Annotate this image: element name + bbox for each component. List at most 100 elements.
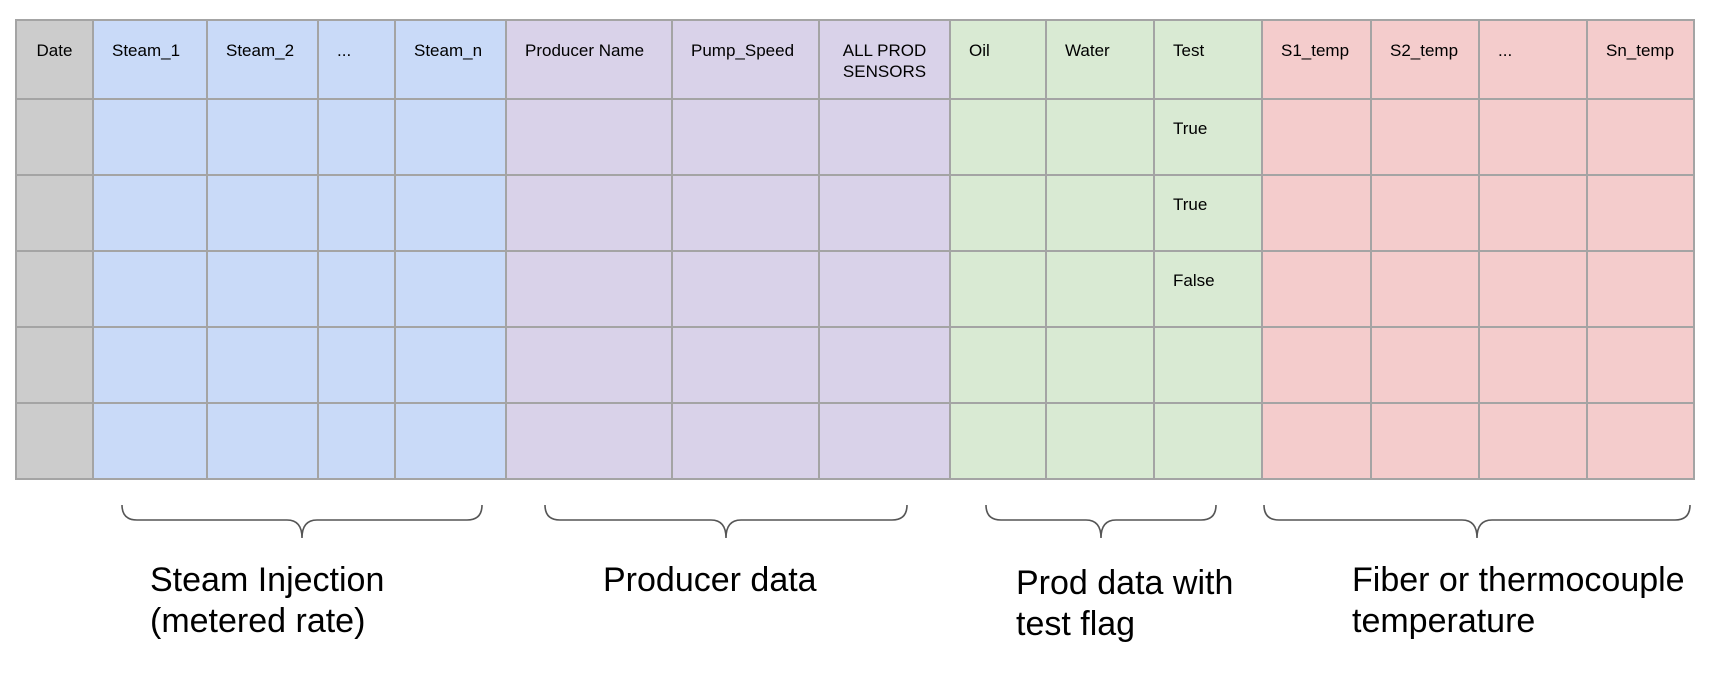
- table-cell: [1478, 174, 1588, 252]
- table-cell: [92, 174, 208, 252]
- table-cell: [15, 402, 94, 480]
- table-cell: [317, 98, 396, 176]
- table-cell: [1586, 98, 1695, 176]
- table-cell: [1261, 326, 1372, 404]
- table-cell: [1045, 402, 1155, 480]
- table-cell: [1370, 98, 1480, 176]
- table-cell: [92, 98, 208, 176]
- header-temp-ellipsis: ...: [1478, 19, 1588, 100]
- table-cell: [505, 174, 673, 252]
- table-cell: [505, 326, 673, 404]
- table-cell: [1478, 98, 1588, 176]
- table-cell: [818, 250, 951, 328]
- brace-temperature: [1263, 504, 1691, 539]
- table-cell: [394, 250, 507, 328]
- header-test: Test: [1153, 19, 1263, 100]
- header-steam-n: Steam_n: [394, 19, 507, 100]
- test-flag-cell: [1153, 402, 1263, 480]
- table-row: False: [15, 250, 1695, 328]
- header-s2-temp: S2_temp: [1370, 19, 1480, 100]
- table-cell: [1586, 326, 1695, 404]
- table-cell: [818, 98, 951, 176]
- table-cell: [1478, 326, 1588, 404]
- table-cell: [15, 98, 94, 176]
- table-cell: [949, 402, 1047, 480]
- header-producer-name: Producer Name: [505, 19, 673, 100]
- header-row: Date Steam_1 Steam_2 ... Steam_n Produce…: [15, 19, 1695, 100]
- table-cell: [949, 326, 1047, 404]
- header-steam-2: Steam_2: [206, 19, 319, 100]
- header-oil: Oil: [949, 19, 1047, 100]
- table-cell: [394, 326, 507, 404]
- table-cell: [206, 402, 319, 480]
- table-cell: [1586, 402, 1695, 480]
- table-cell: [1478, 250, 1588, 328]
- table-cell: [818, 402, 951, 480]
- table-cell: [1045, 174, 1155, 252]
- table-cell: [1261, 98, 1372, 176]
- table-cell: [206, 250, 319, 328]
- table-cell: [671, 402, 820, 480]
- table-cell: [949, 250, 1047, 328]
- group-label-prod-test-flag: Prod data with test flag: [1016, 564, 1234, 643]
- table-cell: [505, 250, 673, 328]
- table-cell: [317, 402, 396, 480]
- table-cell: [1045, 250, 1155, 328]
- table-row: True: [15, 98, 1695, 176]
- table-row: [15, 402, 1695, 480]
- table-cell: [949, 174, 1047, 252]
- header-all-prod-sensors: ALL PROD SENSORS: [818, 19, 951, 100]
- group-label-producer-data: Producer data: [603, 561, 817, 599]
- table-cell: [317, 326, 396, 404]
- table-cell: [394, 402, 507, 480]
- table-body: True True False: [15, 98, 1695, 480]
- test-flag-cell: [1153, 326, 1263, 404]
- table-row: [15, 326, 1695, 404]
- table-cell: [1370, 250, 1480, 328]
- table-cell: [92, 402, 208, 480]
- table-cell: [317, 250, 396, 328]
- header-date: Date: [15, 19, 94, 100]
- table-cell: [1261, 402, 1372, 480]
- table-cell: [1261, 250, 1372, 328]
- table-cell: [394, 174, 507, 252]
- table-cell: [15, 250, 94, 328]
- table-row: True: [15, 174, 1695, 252]
- table-cell: [1586, 250, 1695, 328]
- table-cell: [671, 326, 820, 404]
- header-s1-temp: S1_temp: [1261, 19, 1372, 100]
- table-cell: [394, 98, 507, 176]
- header-steam-1: Steam_1: [92, 19, 208, 100]
- header-steam-ellipsis: ...: [317, 19, 396, 100]
- brace-producer-data: [544, 504, 908, 539]
- table-cell: [505, 402, 673, 480]
- table-cell: [15, 326, 94, 404]
- brace-steam-injection: [121, 504, 483, 539]
- header-pump-speed: Pump_Speed: [671, 19, 820, 100]
- table-cell: [92, 250, 208, 328]
- table-cell: [671, 98, 820, 176]
- table-cell: [1045, 98, 1155, 176]
- test-flag-cell: False: [1153, 250, 1263, 328]
- data-layout-table: Date Steam_1 Steam_2 ... Steam_n Produce…: [15, 19, 1695, 480]
- table-cell: [206, 174, 319, 252]
- group-label-steam-injection: Steam Injection (metered rate): [150, 561, 385, 640]
- table-cell: [1370, 174, 1480, 252]
- table-cell: [1370, 326, 1480, 404]
- table-cell: [206, 98, 319, 176]
- table-cell: [949, 98, 1047, 176]
- table-cell: [505, 98, 673, 176]
- table-cell: [317, 174, 396, 252]
- test-flag-cell: True: [1153, 98, 1263, 176]
- table-cell: [1586, 174, 1695, 252]
- table-cell: [92, 326, 208, 404]
- table-cell: [15, 174, 94, 252]
- brace-prod-test-flag: [985, 504, 1217, 539]
- group-label-temperature: Fiber or thermocouple temperature: [1352, 561, 1685, 640]
- header-sn-temp: Sn_temp: [1586, 19, 1695, 100]
- test-flag-cell: True: [1153, 174, 1263, 252]
- table-cell: [671, 250, 820, 328]
- table-cell: [1478, 402, 1588, 480]
- table-cell: [1370, 402, 1480, 480]
- table-cell: [818, 326, 951, 404]
